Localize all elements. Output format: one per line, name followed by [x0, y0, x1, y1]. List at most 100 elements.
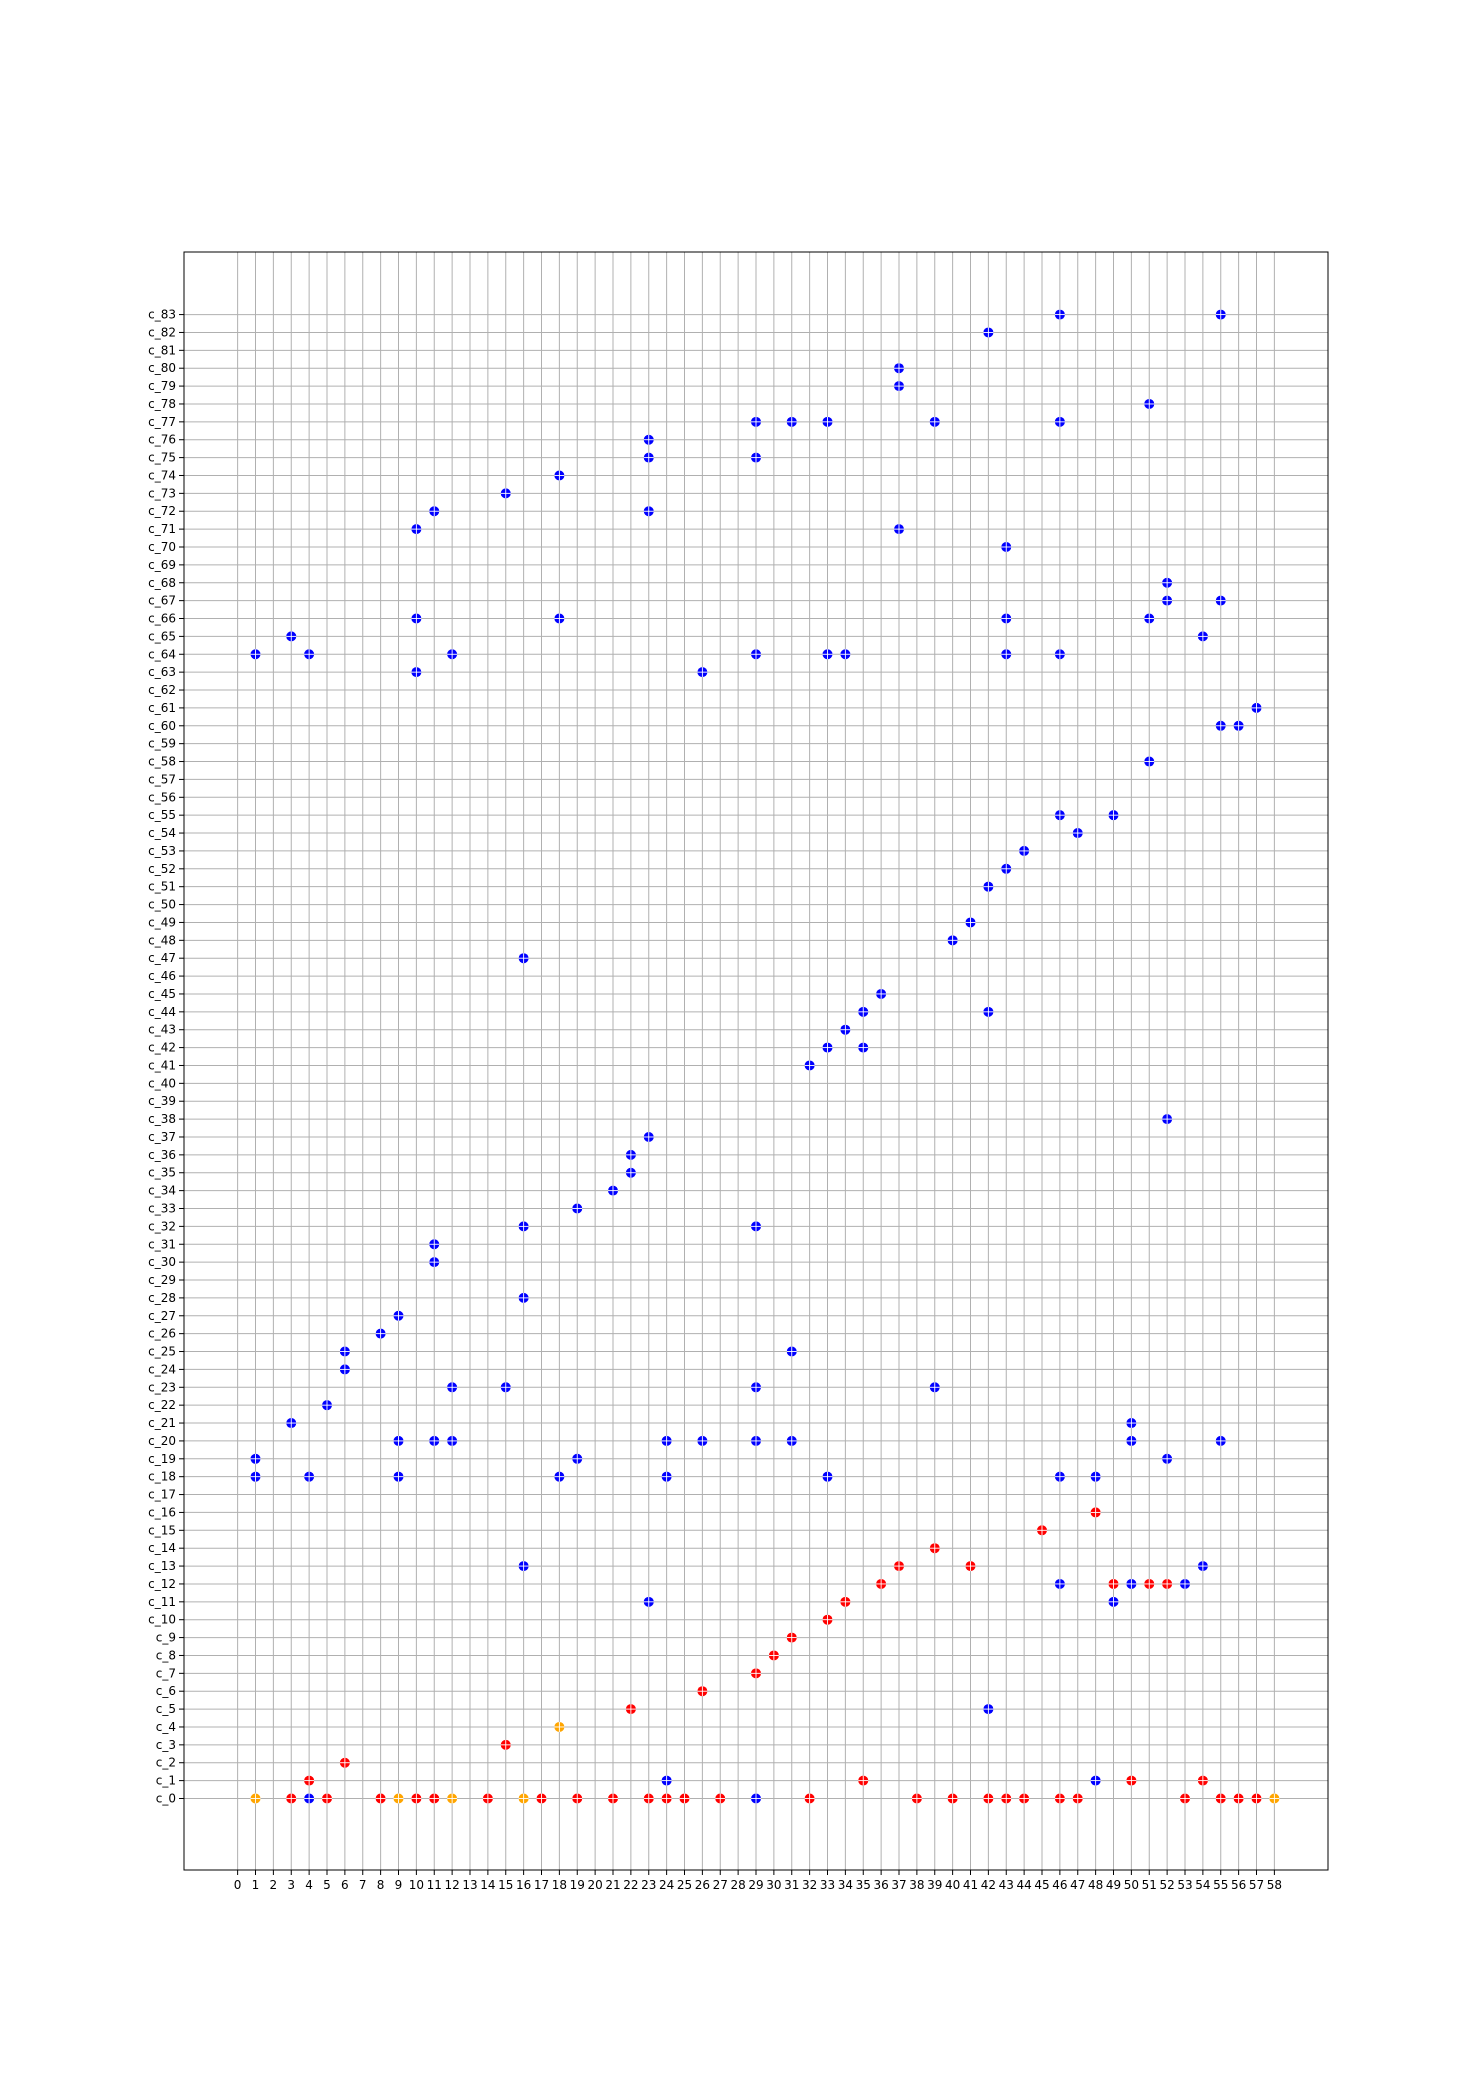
x-tick-label: 25	[677, 1878, 692, 1892]
y-tick-label: c_14	[148, 1541, 176, 1555]
data-point	[947, 935, 958, 946]
x-tick-label: 22	[623, 1878, 638, 1892]
y-tick-label: c_32	[148, 1219, 176, 1233]
y-tick-label: c_0	[156, 1791, 176, 1805]
x-tick-label: 40	[945, 1878, 960, 1892]
y-tick-label: c_23	[148, 1380, 176, 1394]
data-point	[411, 524, 422, 535]
data-point	[1054, 649, 1065, 660]
x-tick-label: 18	[552, 1878, 567, 1892]
data-point	[1019, 845, 1030, 856]
x-tick-label: 19	[570, 1878, 585, 1892]
data-point	[643, 1793, 654, 1804]
data-point	[858, 1006, 869, 1017]
data-point	[983, 1006, 994, 1017]
data-point	[429, 1239, 440, 1250]
data-point	[894, 363, 904, 374]
y-tick-label: c_66	[148, 612, 176, 626]
data-point	[393, 1435, 404, 1446]
y-tick-label: c_38	[148, 1112, 176, 1126]
y-tick-label: c_76	[148, 433, 176, 447]
data-point	[429, 506, 440, 517]
data-point	[822, 416, 833, 427]
y-tick-label: c_24	[148, 1362, 176, 1376]
data-point	[1180, 1793, 1190, 1804]
data-point	[518, 1221, 529, 1232]
y-tick-label: c_53	[148, 844, 176, 858]
data-point	[643, 1596, 654, 1607]
y-tick-label: c_73	[148, 486, 176, 500]
y-tick-label: c_25	[148, 1345, 176, 1359]
grid-lines	[184, 252, 1328, 1870]
x-tick-label: 27	[713, 1878, 728, 1892]
y-tick-label: c_27	[148, 1309, 176, 1323]
data-point	[983, 881, 994, 892]
data-point	[500, 1739, 511, 1750]
y-tick-label: c_61	[148, 701, 176, 715]
y-tick-label: c_37	[148, 1130, 176, 1144]
data-point	[304, 649, 315, 660]
data-point	[375, 1328, 386, 1339]
data-point	[751, 1382, 761, 1393]
data-point	[1001, 649, 1012, 660]
y-tick-label: c_42	[148, 1041, 176, 1055]
data-point	[1251, 702, 1262, 713]
y-tick-label: c_78	[148, 397, 176, 411]
y-tick-label: c_28	[148, 1291, 176, 1305]
y-tick-label: c_69	[148, 558, 176, 572]
y-tick-label: c_52	[148, 862, 176, 876]
data-point	[786, 1632, 797, 1643]
x-tick-label: 41	[963, 1878, 978, 1892]
data-point	[965, 917, 976, 928]
data-point	[751, 416, 761, 427]
x-tick-label: 57	[1249, 1878, 1264, 1892]
x-tick-label: 15	[498, 1878, 513, 1892]
x-tick-label: 3	[287, 1878, 295, 1892]
data-point	[751, 1435, 761, 1446]
y-tick-label: c_48	[148, 933, 176, 947]
x-tick-label: 47	[1070, 1878, 1085, 1892]
data-point	[804, 1060, 815, 1071]
x-axis-ticks: 0 1 2 3 4 5 6 7 8 9 10 11 12 13 14 15 16 17 18 19 20 21 22 23 24…	[234, 1870, 1282, 1892]
x-tick-label: 53	[1177, 1878, 1192, 1892]
data-point	[339, 1346, 350, 1357]
x-tick-label: 34	[838, 1878, 853, 1892]
y-tick-label: c_21	[148, 1416, 176, 1430]
data-point	[643, 434, 654, 445]
data-point	[1126, 1435, 1137, 1446]
data-point	[1037, 1525, 1047, 1536]
data-point	[482, 1793, 493, 1804]
y-tick-label: c_33	[148, 1201, 176, 1215]
y-tick-label: c_54	[148, 826, 176, 840]
x-tick-label: 49	[1106, 1878, 1121, 1892]
data-point	[447, 1793, 458, 1804]
data-point	[1162, 595, 1173, 606]
data-point	[1215, 309, 1226, 320]
y-tick-label: c_62	[148, 683, 176, 697]
data-point	[1197, 1561, 1208, 1572]
x-tick-label: 37	[891, 1878, 906, 1892]
x-tick-label: 58	[1267, 1878, 1282, 1892]
data-point	[876, 1578, 887, 1589]
data-point	[518, 1793, 529, 1804]
data-point	[1269, 1793, 1280, 1804]
y-tick-label: c_26	[148, 1327, 176, 1341]
x-tick-label: 50	[1124, 1878, 1139, 1892]
x-tick-label: 0	[234, 1878, 242, 1892]
y-tick-label: c_16	[148, 1505, 176, 1519]
data-point	[751, 1793, 761, 1804]
x-tick-label: 43	[999, 1878, 1014, 1892]
data-point	[643, 1131, 654, 1142]
data-point	[1054, 810, 1065, 821]
y-tick-label: c_46	[148, 969, 176, 983]
data-point	[894, 524, 904, 535]
data-point	[625, 1149, 636, 1160]
data-point	[1019, 1793, 1030, 1804]
y-tick-label: c_13	[148, 1559, 176, 1573]
data-point	[518, 1561, 529, 1572]
y-tick-label: c_58	[148, 755, 176, 769]
data-point	[1162, 1578, 1173, 1589]
data-point	[1251, 1793, 1262, 1804]
data-point	[876, 988, 887, 999]
data-point	[375, 1793, 386, 1804]
